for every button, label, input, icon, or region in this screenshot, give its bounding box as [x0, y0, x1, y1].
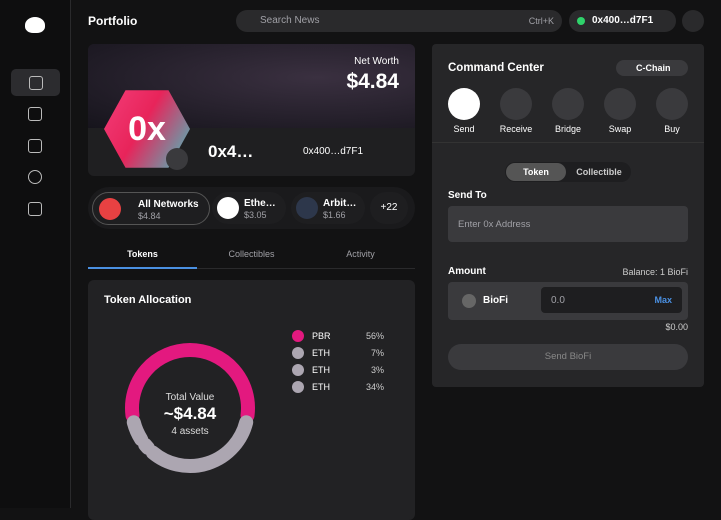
- token-percent: 34%: [365, 382, 384, 392]
- tab[interactable]: Activity: [346, 249, 375, 259]
- tab[interactable]: Collectibles: [228, 249, 275, 259]
- add-account[interactable]: [166, 148, 188, 170]
- donut-segment: [138, 437, 155, 455]
- usd-value: $0.00: [665, 322, 688, 332]
- action-button[interactable]: [656, 88, 688, 120]
- token-select[interactable]: BioFi: [483, 295, 508, 306]
- chain-select[interactable]: C-Chain: [616, 60, 688, 76]
- asset-count: 4 assets: [171, 426, 209, 437]
- action-label[interactable]: Buy: [664, 124, 680, 134]
- action-label[interactable]: Swap: [608, 124, 632, 134]
- token-name: PBR: [312, 331, 331, 341]
- total-value: ~$4.84: [163, 404, 217, 423]
- action-button[interactable]: [552, 88, 584, 120]
- donut-segment: [145, 415, 254, 473]
- tab[interactable]: Tokens: [88, 249, 197, 269]
- token-name: ETH: [312, 348, 330, 358]
- token-percent: 56%: [365, 331, 384, 341]
- nav-portfolio[interactable]: [11, 69, 60, 96]
- settings[interactable]: [682, 10, 704, 32]
- tabs: Tokens Collectibles Activity: [88, 244, 415, 269]
- donut-segment: [125, 343, 255, 423]
- nav-explore[interactable]: [28, 170, 42, 184]
- action-button[interactable]: [448, 88, 480, 120]
- send-to-label: Send To: [448, 190, 487, 201]
- token-icon: [462, 294, 476, 308]
- token-icon: [292, 347, 304, 359]
- search[interactable]: Search News Ctrl+K: [236, 10, 562, 32]
- toggle-token[interactable]: Token: [506, 163, 566, 181]
- token-name: ETH: [312, 382, 330, 392]
- amount-box: BioFi 0.0 Max: [448, 282, 688, 320]
- network-value: $3.05: [244, 210, 267, 220]
- amount-placeholder: 0.0: [551, 295, 565, 306]
- hero-card: Net Worth $4.84 0x 0x4… 0x400…d7F1: [88, 44, 415, 176]
- network-pill[interactable]: Ethe… $3.05: [212, 192, 286, 224]
- divider: [432, 142, 704, 143]
- page: Portfolio Search News Ctrl+K 0x400…d7F1 …: [0, 0, 704, 520]
- token-icon: [292, 381, 304, 393]
- network-name: All Networks: [138, 199, 199, 210]
- action-label[interactable]: Send: [453, 124, 475, 134]
- allocation-title: Token Allocation: [104, 294, 192, 306]
- command-title: Command Center: [448, 62, 544, 74]
- status-dot: [577, 17, 585, 25]
- network-name: Arbit…: [323, 198, 357, 209]
- token-name: ETH: [312, 365, 330, 375]
- logo: [25, 17, 45, 33]
- net-worth-label: Net Worth: [354, 56, 399, 67]
- action-label[interactable]: Bridge: [554, 124, 581, 134]
- more-networks[interactable]: +22: [370, 192, 408, 224]
- nav-tools[interactable]: [28, 202, 42, 216]
- address-input[interactable]: Enter 0x Address: [448, 206, 688, 242]
- token-icon: [292, 364, 304, 376]
- network-pill[interactable]: Arbit… $1.66: [291, 192, 365, 224]
- nav-rocket[interactable]: [28, 139, 42, 153]
- address-placeholder: Enter 0x Address: [458, 219, 531, 230]
- account-address: 0x400…d7F1: [592, 15, 654, 26]
- action-button[interactable]: [500, 88, 532, 120]
- network-value: $4.84: [138, 211, 161, 221]
- hero-address[interactable]: 0x400…d7F1: [303, 146, 364, 157]
- search-placeholder: Search News: [260, 15, 320, 26]
- account-name: 0x4…: [208, 142, 254, 161]
- net-worth: $4.84: [346, 70, 399, 93]
- network-pill[interactable]: All Networks $4.84: [92, 192, 210, 225]
- token-icon: [292, 330, 304, 342]
- sidebar: [0, 0, 71, 508]
- allocation-card: Token Allocation Total Value ~$4.84 4 as…: [88, 280, 415, 520]
- command-center: Command Center C-Chain Token Collectible…: [432, 44, 704, 387]
- max-button[interactable]: Max: [654, 295, 672, 305]
- mode-toggle: Token Collectible: [505, 162, 631, 182]
- amount-input[interactable]: 0.0 Max: [541, 287, 682, 313]
- network-bar: All Networks $4.84 Ethe… $3.05 Arbit… $1.66…: [88, 187, 415, 229]
- toggle-collectible[interactable]: Collectible: [576, 167, 622, 177]
- network-name: Ethe…: [244, 198, 276, 209]
- avatar-text: 0x: [128, 110, 166, 148]
- nav-layers[interactable]: [28, 107, 42, 121]
- balance: Balance: 1 BioFi: [622, 267, 688, 277]
- page-title: Portfolio: [88, 14, 138, 28]
- network-value: $1.66: [323, 210, 346, 220]
- token-percent: 7%: [370, 348, 384, 358]
- account-button[interactable]: 0x400…d7F1: [569, 10, 676, 32]
- action-button[interactable]: [604, 88, 636, 120]
- send-button[interactable]: Send BioFi: [448, 344, 688, 370]
- center-label: Total Value: [165, 392, 215, 403]
- amount-label: Amount: [448, 266, 486, 277]
- donut: [125, 343, 255, 473]
- shortcut: Ctrl+K: [528, 16, 554, 26]
- token-percent: 3%: [370, 365, 384, 375]
- action-label[interactable]: Receive: [499, 124, 533, 134]
